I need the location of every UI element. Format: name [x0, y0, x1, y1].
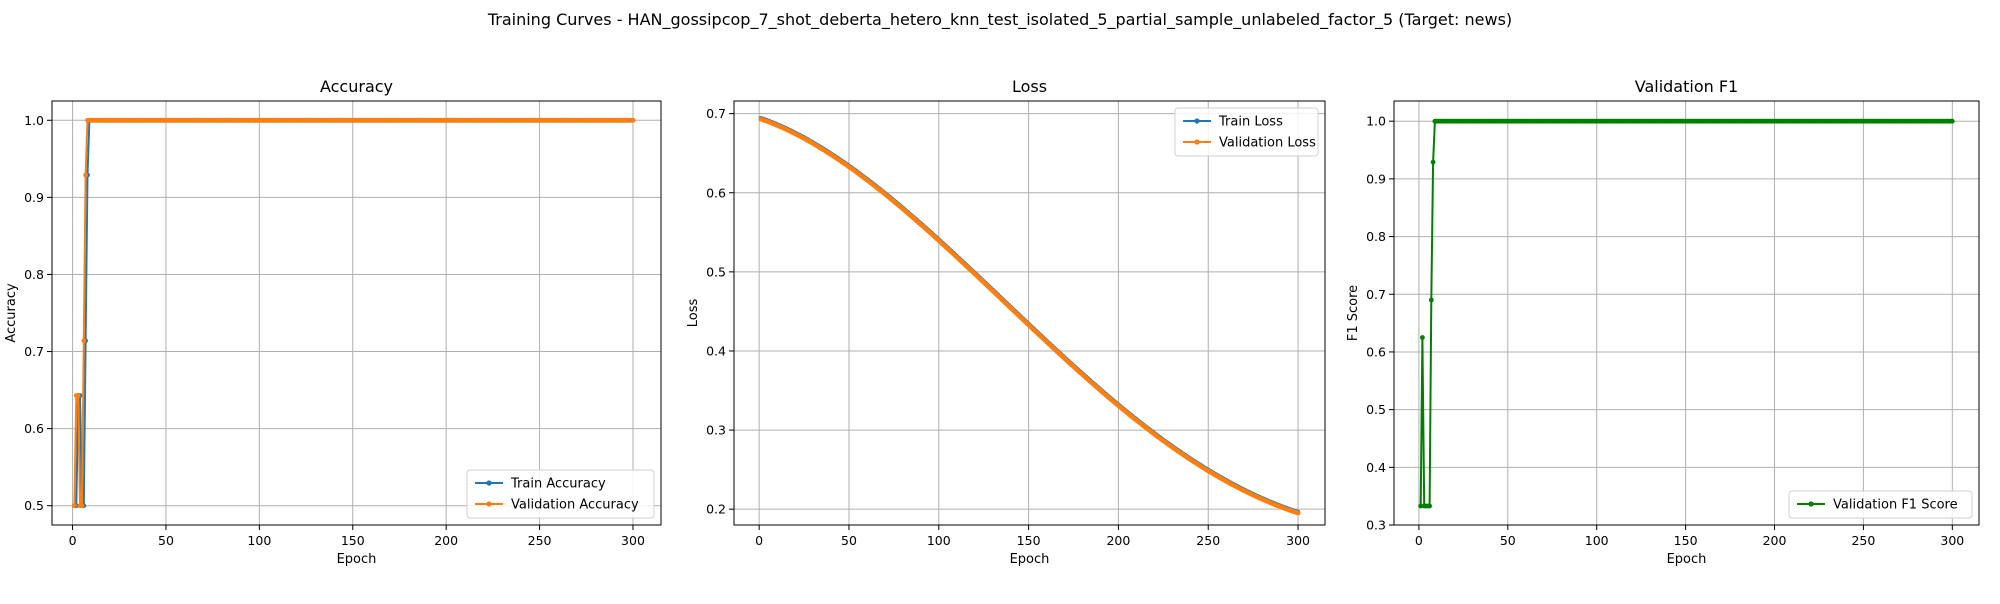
data-point: [1430, 159, 1436, 165]
y-tick-label: 0.7: [1366, 287, 1386, 302]
x-tick-label: 50: [158, 533, 174, 548]
data-point: [1418, 503, 1424, 509]
legend-swatch-marker: [1808, 501, 1814, 507]
y-tick-label: 0.6: [1366, 344, 1386, 359]
x-tick-label: 100: [247, 533, 271, 548]
x-tick-label: 0: [755, 533, 763, 548]
chart-title: Accuracy: [320, 77, 393, 96]
y-axis-label: Loss: [686, 299, 701, 328]
series-train: [72, 117, 636, 509]
series-validation: [72, 117, 636, 509]
legend-swatch-marker: [486, 480, 492, 486]
data-point: [83, 172, 88, 178]
y-tick-label: 0.5: [1366, 402, 1386, 417]
x-axis-label: Epoch: [1667, 552, 1707, 567]
data-point: [630, 117, 636, 123]
data-point: [75, 393, 81, 398]
x-tick-label: 100: [927, 533, 951, 548]
y-tick-label: 1.0: [24, 113, 44, 128]
series-line: [760, 117, 1299, 514]
x-tick-label: 300: [1940, 533, 1964, 548]
legend-label: Validation F1 Score: [1833, 498, 1958, 513]
x-tick-label: 200: [1763, 533, 1787, 548]
y-tick-label: 0.3: [706, 423, 726, 438]
series-f1: [1418, 118, 1955, 509]
x-tick-label: 250: [1851, 533, 1875, 548]
legend-box: [1788, 490, 1973, 519]
data-point: [1428, 297, 1434, 303]
x-tick-label: 300: [1286, 533, 1310, 548]
data-point: [79, 503, 85, 509]
legend: Train Loss Validation Loss: [1174, 107, 1319, 157]
series-train: [758, 116, 1301, 515]
data-point: [1295, 510, 1301, 516]
legend-label: Validation Loss: [1219, 136, 1316, 151]
legend-swatch-marker: [1194, 118, 1200, 124]
plot-frame: [51, 100, 662, 526]
data-point: [1949, 118, 1955, 124]
y-tick-label: 0.5: [24, 498, 44, 513]
y-axis-label: Accuracy: [4, 283, 19, 343]
x-tick-label: 50: [841, 533, 857, 548]
y-tick-label: 1.0: [1366, 114, 1386, 129]
data-point: [1427, 503, 1432, 509]
legend-label: Validation Accuracy: [511, 498, 639, 513]
plot-frame: [733, 100, 1326, 526]
legend: Train Accuracy Validation Accuracy: [466, 469, 655, 519]
y-tick-label: 0.2: [706, 502, 726, 517]
y-axis-label: F1 Score: [1346, 285, 1361, 341]
x-tick-label: 150: [1674, 533, 1698, 548]
figure-title: Training Curves - HAN_gossipcop_7_shot_d…: [487, 10, 1512, 30]
chart-panel-1: 0 50 100 150 200 250 300 0.5 0.6 0.7 0.8 0.9 1.0 Accu…: [4, 77, 662, 567]
series-line: [73, 119, 633, 507]
y-tick-label: 0.7: [24, 344, 44, 359]
legend-swatch-marker: [1194, 139, 1200, 145]
x-tick-label: 200: [1106, 533, 1130, 548]
y-tick-label: 0.6: [706, 185, 726, 200]
x-tick-label: 150: [341, 533, 365, 548]
data-point: [81, 338, 87, 344]
y-tick-label: 0.8: [1366, 229, 1386, 244]
chart-panel-2: 0 50 100 150 200 250 300 0.2 0.3 0.4 0.5 0.6 0.7 Loss…: [686, 77, 1326, 567]
legend-label: Train Accuracy: [510, 477, 606, 492]
x-tick-label: 50: [1500, 533, 1516, 548]
legend-swatch-marker: [486, 501, 492, 507]
y-tick-label: 0.3: [1366, 518, 1386, 533]
legend-box: [466, 469, 655, 519]
series-line: [760, 118, 1299, 515]
x-tick-label: 250: [528, 533, 552, 548]
chart-panel-3: 0 50 100 150 200 250 300 0.3 0.4 0.5 0.6 0.7 0.8 0.9 1…: [1346, 77, 1980, 567]
series-line: [74, 119, 633, 507]
x-axis-label: Epoch: [337, 552, 377, 567]
y-tick-label: 0.4: [706, 343, 726, 358]
legend: Validation F1 Score: [1788, 490, 1973, 519]
x-tick-label: 250: [1196, 533, 1220, 548]
series-validation: [758, 116, 1301, 516]
y-tick-label: 0.7: [706, 106, 726, 121]
y-tick-label: 0.5: [706, 264, 726, 279]
x-tick-label: 200: [434, 533, 458, 548]
y-tick-label: 0.4: [1366, 460, 1386, 475]
x-tick-label: 0: [69, 533, 77, 548]
y-tick-label: 0.6: [24, 421, 44, 436]
data-point: [1420, 335, 1425, 340]
y-tick-label: 0.9: [24, 190, 44, 205]
chart-title: Validation F1: [1635, 77, 1738, 96]
y-tick-label: 0.8: [24, 267, 44, 282]
plot-frame: [1393, 100, 1980, 526]
y-tick-label: 0.9: [1366, 171, 1386, 186]
chart-title: Loss: [1012, 77, 1047, 96]
legend-label: Train Loss: [1218, 115, 1283, 130]
x-tick-label: 300: [621, 533, 645, 548]
data-point: [72, 503, 77, 509]
x-tick-label: 0: [1415, 533, 1423, 548]
x-tick-label: 100: [1585, 533, 1609, 548]
x-tick-label: 150: [1017, 533, 1041, 548]
x-axis-label: Epoch: [1010, 552, 1050, 567]
